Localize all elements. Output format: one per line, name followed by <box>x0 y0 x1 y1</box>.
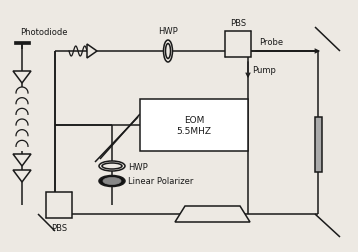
Bar <box>46 192 72 218</box>
Text: Probe: Probe <box>259 38 283 47</box>
Ellipse shape <box>103 178 121 185</box>
Text: Linear Polarizer: Linear Polarizer <box>128 177 193 186</box>
Text: PBS: PBS <box>230 19 246 28</box>
Text: Photodiode: Photodiode <box>20 27 68 36</box>
Ellipse shape <box>99 161 125 171</box>
Text: HWP: HWP <box>128 162 148 171</box>
Polygon shape <box>175 206 250 222</box>
Polygon shape <box>87 45 97 59</box>
Bar <box>315 117 322 172</box>
Text: HWP: HWP <box>158 27 178 36</box>
Text: PBS: PBS <box>51 223 67 232</box>
Polygon shape <box>13 72 31 84</box>
Polygon shape <box>13 154 31 166</box>
Text: Pump: Pump <box>252 65 276 74</box>
Bar <box>14 42 30 45</box>
Polygon shape <box>13 170 31 182</box>
Text: EOM
5.5MHZ: EOM 5.5MHZ <box>176 115 212 136</box>
Ellipse shape <box>165 44 170 59</box>
Ellipse shape <box>99 176 125 187</box>
Bar <box>225 32 251 58</box>
Bar <box>140 100 248 151</box>
Ellipse shape <box>164 41 173 63</box>
Ellipse shape <box>102 163 122 169</box>
